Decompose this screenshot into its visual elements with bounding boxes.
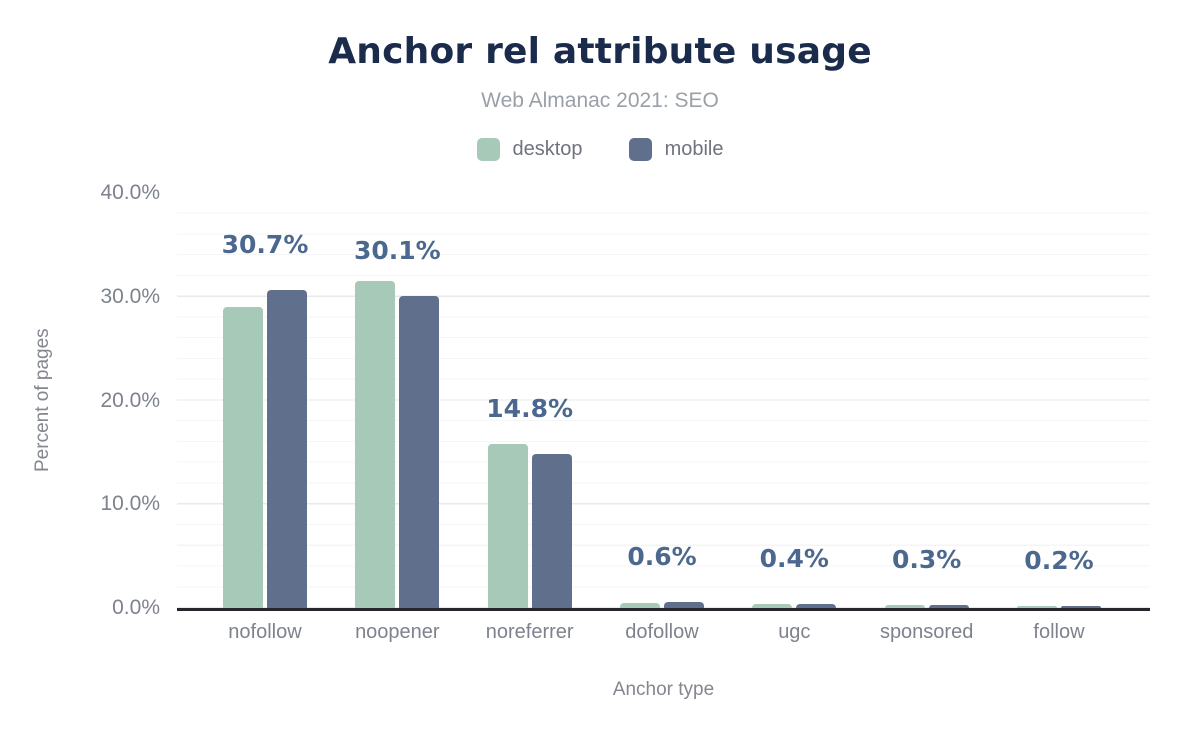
x-axis-title: Anchor type bbox=[612, 679, 715, 700]
bar-desktop-ugc[interactable] bbox=[752, 603, 793, 608]
bar-desktop-dofollow[interactable] bbox=[619, 602, 660, 608]
bar-desktop-follow[interactable] bbox=[1016, 605, 1057, 608]
bar-mobile-noreferrer[interactable] bbox=[531, 454, 572, 608]
data-label-noopener: 30.1% bbox=[353, 235, 441, 265]
data-label-follow: 0.2% bbox=[1024, 545, 1094, 575]
bar-desktop-nofollow[interactable] bbox=[223, 307, 263, 608]
y-tick-30.0%: 30.0% bbox=[100, 284, 160, 308]
legend-swatch-desktop bbox=[476, 138, 500, 161]
bar-groups: 30.7% nofollow 30.1% noopener 14.8% noreferre… bbox=[177, 193, 1150, 644]
legend-item-desktop[interactable]: desktop bbox=[476, 138, 583, 161]
legend-swatch-mobile bbox=[628, 138, 652, 161]
bar-group-ugc: 0.4% ugc bbox=[752, 193, 837, 643]
bar-group-noreferrer: 14.8% noreferrer bbox=[486, 193, 574, 643]
y-tick-20.0%: 20.0% bbox=[100, 388, 160, 412]
bar-desktop-noopener[interactable] bbox=[355, 281, 396, 608]
data-label-nofollow: 30.7% bbox=[221, 229, 309, 259]
x-tick-dofollow: dofollow bbox=[625, 621, 699, 643]
x-axis-line bbox=[177, 608, 1150, 611]
y-axis-title: Percent of pages bbox=[32, 328, 53, 473]
bar-mobile-sponsored[interactable] bbox=[928, 604, 969, 608]
y-axis-ticks: 0.0% 10.0% 20.0% 30.0% 40.0% bbox=[58, 181, 168, 619]
data-label-noreferrer: 14.8% bbox=[486, 394, 574, 424]
y-tick-40.0%: 40.0% bbox=[100, 181, 160, 204]
x-tick-ugc: ugc bbox=[778, 621, 811, 643]
bar-mobile-dofollow[interactable] bbox=[663, 601, 704, 608]
bar-mobile-noopener[interactable] bbox=[399, 295, 440, 608]
chart-subtitle: Web Almanac 2021: SEO bbox=[481, 89, 719, 112]
bar-mobile-follow[interactable] bbox=[1060, 605, 1101, 608]
chart-title: Anchor rel attribute usage bbox=[328, 31, 872, 72]
bar-desktop-noreferrer[interactable] bbox=[487, 444, 528, 608]
plot-area: 30.7% nofollow 30.1% noopener 14.8% noreferre… bbox=[177, 193, 1150, 644]
x-tick-sponsored: sponsored bbox=[879, 621, 974, 643]
bar-group-noopener: 30.1% noopener bbox=[353, 193, 441, 643]
legend-label: desktop bbox=[512, 138, 583, 160]
bar-desktop-sponsored[interactable] bbox=[884, 605, 925, 608]
legend-item-mobile[interactable]: mobile bbox=[628, 138, 724, 161]
data-label-dofollow: 0.6% bbox=[627, 541, 697, 571]
legend-label: mobile bbox=[664, 138, 724, 160]
bar-mobile-ugc[interactable] bbox=[796, 603, 837, 608]
bar-group-dofollow: 0.6% dofollow bbox=[619, 193, 704, 643]
data-label-ugc: 0.4% bbox=[759, 543, 829, 573]
y-tick-0.0%: 0.0% bbox=[112, 596, 160, 619]
legend: desktop mobile bbox=[0, 138, 1200, 161]
x-tick-nofollow: nofollow bbox=[228, 621, 302, 643]
bar-group-follow: 0.2% follow bbox=[1016, 193, 1101, 643]
bar-group-nofollow: 30.7% nofollow bbox=[221, 193, 309, 644]
bar-mobile-nofollow[interactable] bbox=[267, 289, 307, 608]
bar-group-sponsored: 0.3% sponsored bbox=[880, 193, 973, 643]
x-tick-follow: follow bbox=[1033, 621, 1085, 643]
x-tick-noreferrer: noreferrer bbox=[485, 621, 574, 643]
data-label-sponsored: 0.3% bbox=[891, 544, 962, 574]
y-tick-10.0%: 10.0% bbox=[100, 492, 160, 516]
x-tick-noopener: noopener bbox=[355, 621, 440, 643]
